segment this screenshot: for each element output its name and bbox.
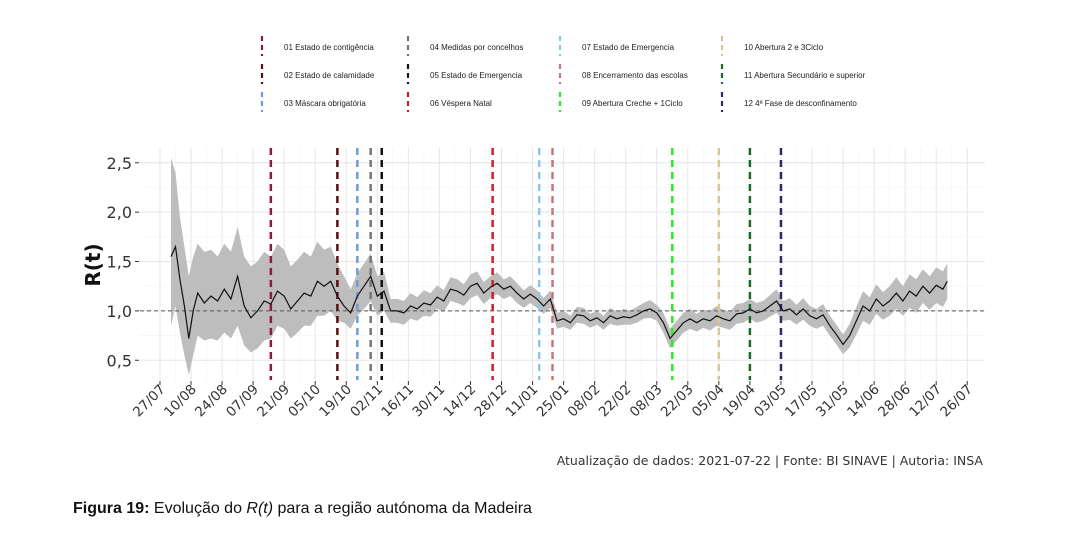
x-tick-label: 24/08 — [192, 382, 231, 421]
x-tick-label: 21/09 — [254, 382, 293, 421]
x-tick-label: 08/02 — [565, 382, 604, 421]
legend-label-07: 07 Estado de Emergencia — [582, 43, 675, 52]
x-tick-label: 22/03 — [658, 382, 697, 421]
x-tick-label: 14/12 — [440, 382, 479, 421]
y-tick-label: 0,5 — [107, 351, 132, 370]
rt-series — [170, 244, 948, 346]
legend-label-03: 03 Máscara obrigatória — [284, 99, 366, 108]
y-tick-label: 1,5 — [107, 253, 132, 272]
x-tick-label: 25/01 — [534, 382, 573, 421]
x-tick-label: 17/05 — [782, 382, 821, 421]
caption-part1: Evolução do — [149, 500, 247, 517]
x-tick-label: 19/10 — [316, 382, 355, 421]
confidence-band — [171, 157, 948, 376]
x-tick-label: 28/12 — [472, 382, 511, 421]
figure-caption: Figura 19: Evolução do R(t) para a regiã… — [73, 500, 532, 518]
legend-label-05: 05 Estado de Emergencia — [430, 71, 523, 80]
x-tick-label: 16/11 — [378, 382, 417, 421]
y-axis: 0,5 1,0 1,5 2,0 2,5 — [107, 154, 139, 370]
x-tick-label: 28/06 — [875, 382, 914, 421]
legend-label-12: 12 4ª Fase de desconfinamento — [744, 99, 857, 108]
x-tick-label: 08/03 — [627, 382, 666, 421]
x-tick-label: 26/07 — [937, 382, 976, 421]
y-tick-label: 1,0 — [107, 302, 132, 321]
legend-label-11: 11 Abertura Secundário e superior — [744, 71, 866, 80]
x-tick-label: 27/07 — [130, 382, 169, 421]
event-lines — [269, 148, 783, 380]
legend-label-01: 01 Estado de contigência — [284, 43, 374, 52]
legend-label-06: 06 Véspera Natal — [430, 99, 492, 108]
legend-label-08: 08 Encerramento das escolas — [582, 71, 688, 80]
caption-italic: R(t) — [246, 500, 274, 517]
x-tick-label: 05/04 — [689, 382, 728, 421]
y-tick-label: 2,0 — [107, 203, 132, 222]
x-tick-label: 14/06 — [844, 382, 883, 421]
x-tick-label: 07/09 — [223, 382, 262, 421]
x-tick-label: 03/05 — [751, 382, 790, 421]
legend-label-10: 10 Abertura 2 e 3Ciclo — [744, 43, 824, 52]
caption-part2: para a região autónoma da Madeira — [273, 500, 532, 517]
caption-prefix: Figura 19: — [73, 500, 150, 517]
x-axis: 27/0710/0824/0807/0921/0905/1019/1002/11… — [130, 381, 976, 420]
x-tick-label: 19/04 — [720, 382, 759, 421]
x-tick-label: 22/02 — [596, 382, 635, 421]
legend-label-04: 04 Medidas por concelhos — [430, 43, 523, 52]
y-tick-label: 2,5 — [107, 154, 132, 173]
rt-line — [170, 244, 948, 346]
x-tick-label: 02/11 — [347, 382, 386, 421]
source-note: Atualização de dados: 2021-07-22 | Fonte… — [557, 453, 984, 468]
x-tick-label: 10/08 — [161, 382, 200, 421]
x-tick-label: 31/05 — [813, 382, 852, 421]
confidence-band-area — [171, 157, 948, 376]
x-tick-label: 11/01 — [503, 382, 542, 421]
rt-chart: 01 Estado de contigência 02 Estado de cal… — [81, 36, 985, 468]
legend-label-09: 09 Abertura Creche + 1Ciclo — [582, 99, 683, 108]
x-tick-label: 30/11 — [409, 382, 448, 421]
x-tick-label: 12/07 — [906, 382, 945, 421]
chart-legend: 01 Estado de contigência 02 Estado de cal… — [260, 36, 866, 112]
legend-label-02: 02 Estado de calamidade — [284, 71, 375, 80]
y-axis-label: R(t) — [81, 243, 105, 286]
x-tick-label: 05/10 — [285, 382, 324, 421]
